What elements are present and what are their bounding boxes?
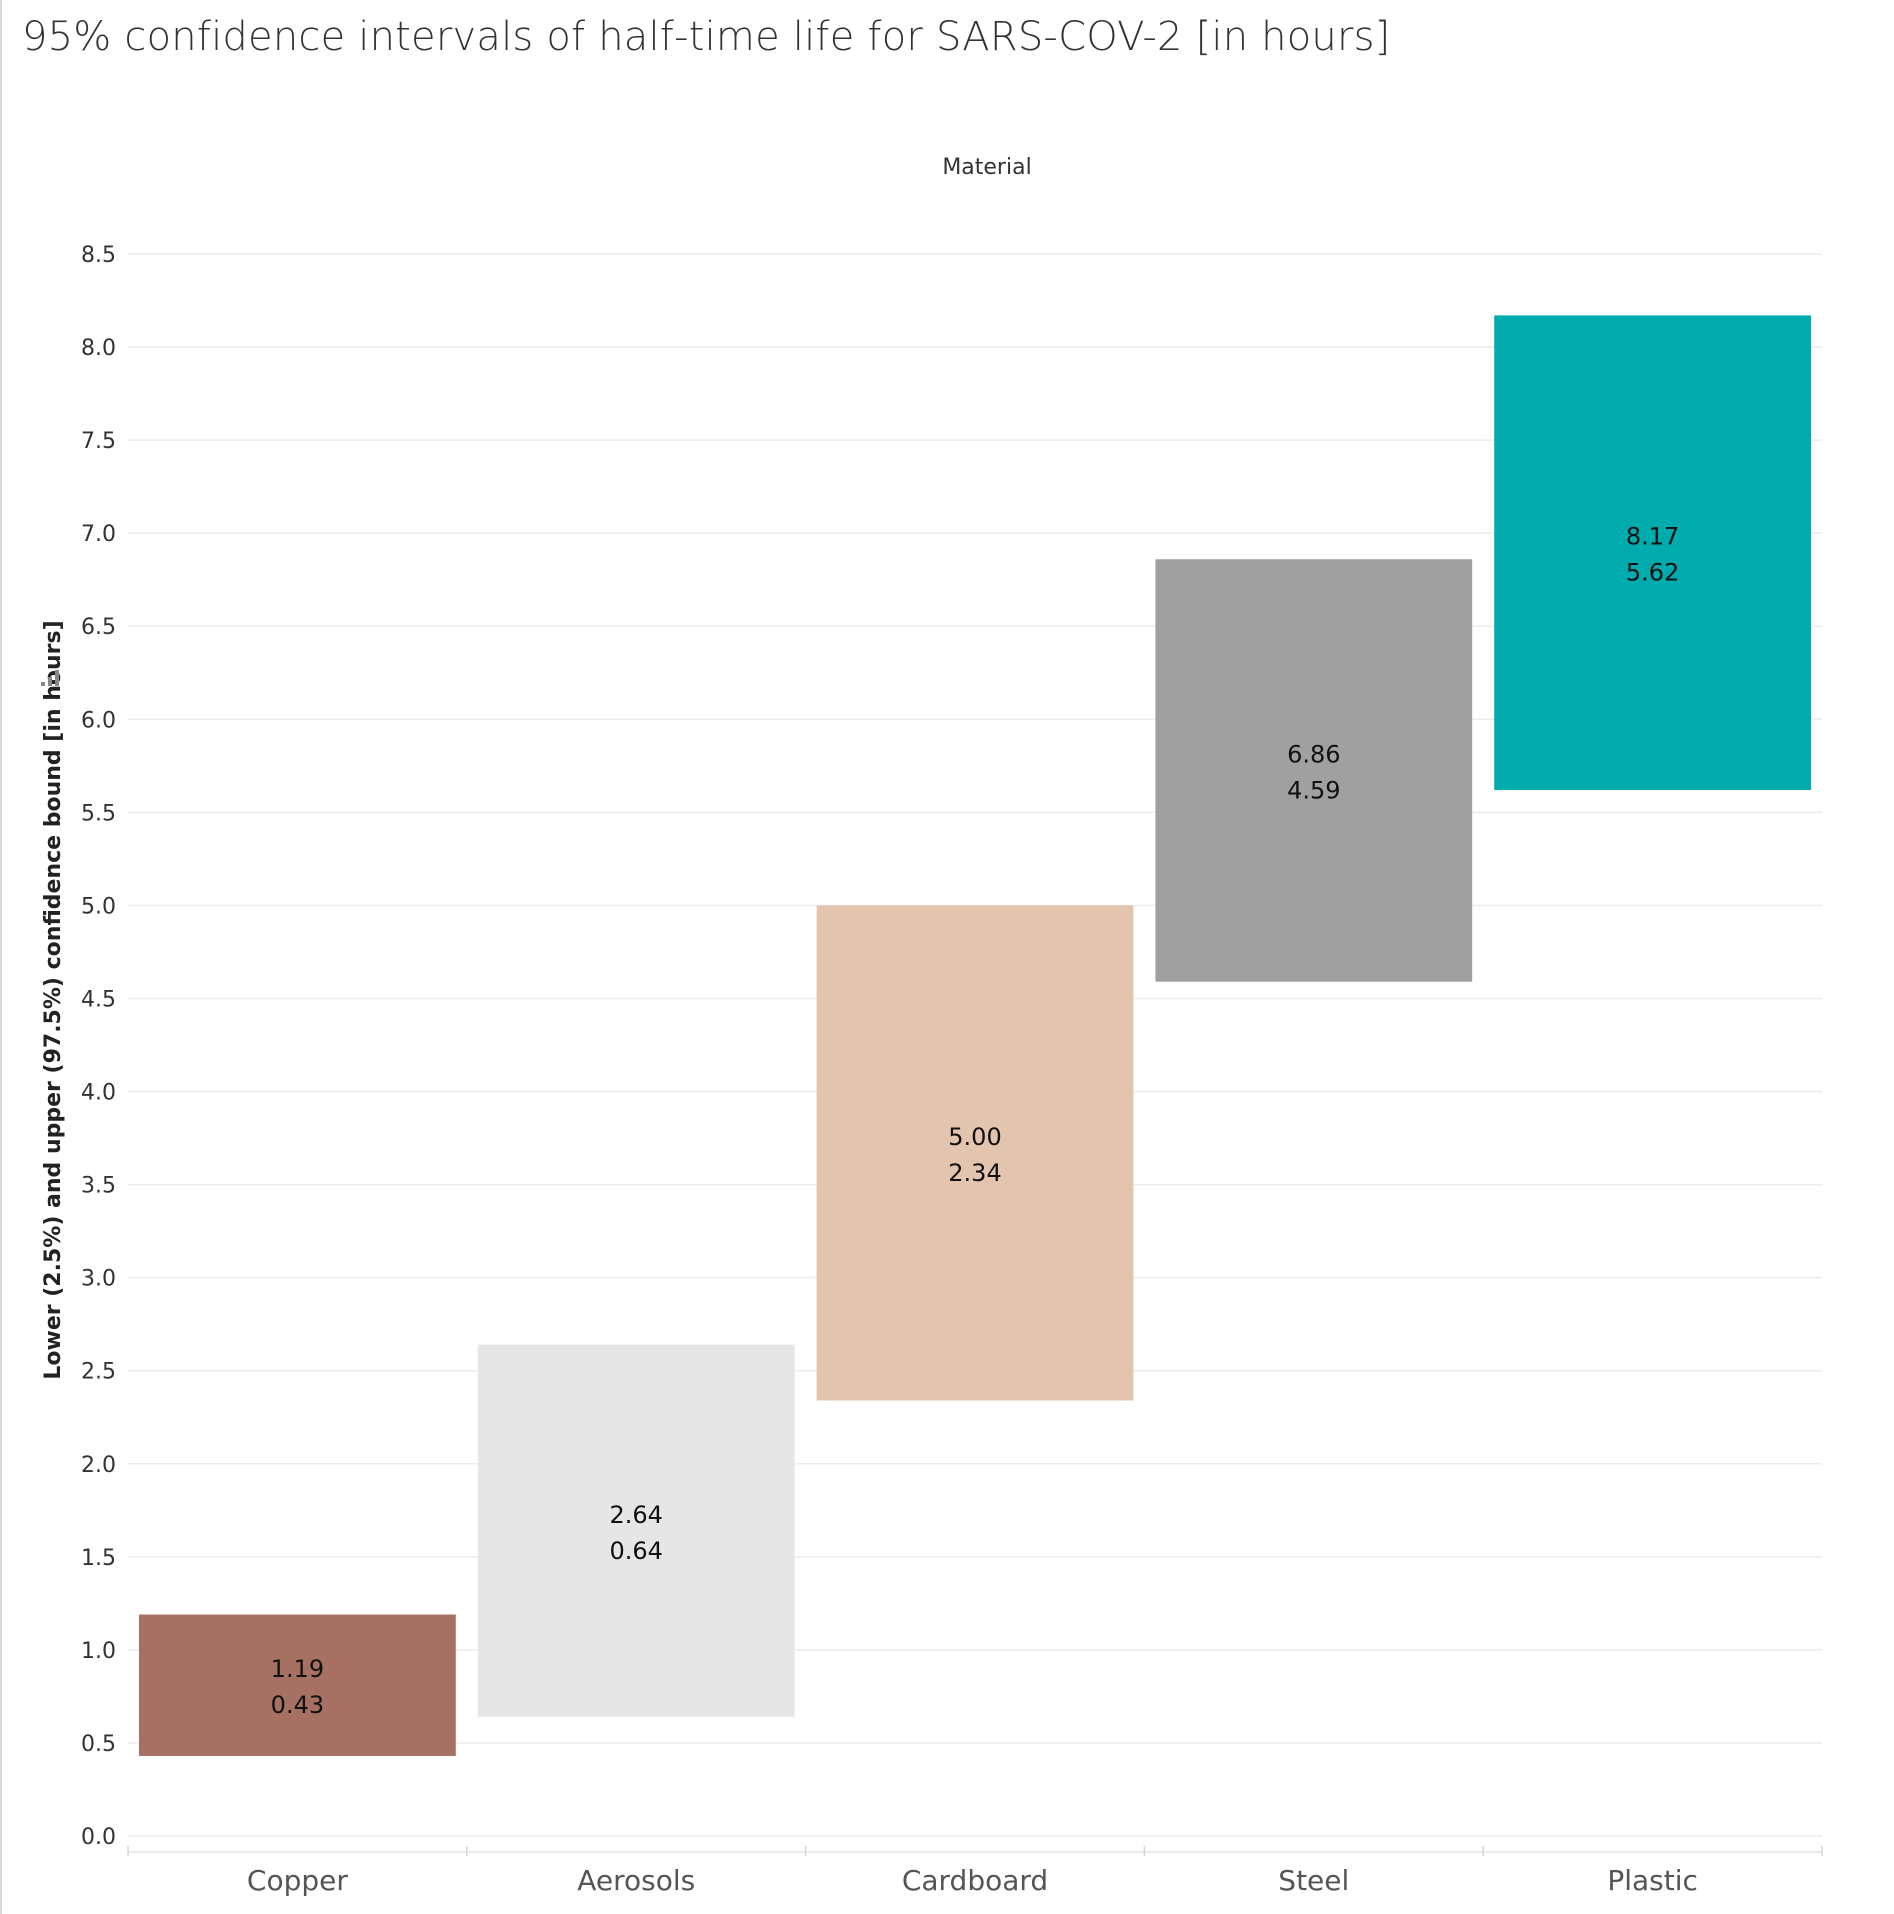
- x-category-label: Copper: [247, 1864, 348, 1897]
- bar-aerosols[interactable]: [477, 1344, 795, 1717]
- lower-value-label: 2.34: [948, 1159, 1001, 1187]
- lower-value-label: 0.64: [609, 1537, 662, 1565]
- y-tick-label: 6.5: [81, 615, 116, 640]
- y-tick-label: 1.5: [81, 1546, 116, 1571]
- bar-copper[interactable]: [139, 1614, 456, 1756]
- upper-value-label: 6.86: [1287, 740, 1340, 768]
- y-tick-label: 7.0: [81, 522, 116, 547]
- sort-icon[interactable]: [41, 670, 59, 686]
- x-category-label: Plastic: [1607, 1864, 1698, 1897]
- y-tick-label: 4.5: [81, 987, 116, 1012]
- chart-title: 95% confidence intervals of half-time li…: [22, 14, 1391, 60]
- y-tick-label: 6.0: [81, 708, 116, 733]
- y-axis-title-group: Lower (2.5%) and upper (97.5%) confidenc…: [41, 620, 66, 1380]
- y-tick-label: 4.0: [81, 1081, 116, 1106]
- x-axis-title: Material: [942, 155, 1031, 180]
- lower-value-label: 5.62: [1626, 559, 1679, 587]
- value-labels: 1.19 0.43 2.64 0.64 5.00 2.34 6.86 4.59 8.17 5.62: [271, 523, 1680, 1720]
- upper-value-label: 2.64: [609, 1501, 662, 1529]
- y-tick-label: 0.5: [81, 1732, 116, 1757]
- y-tick-label: 5.5: [81, 801, 116, 826]
- x-category-label: Steel: [1278, 1864, 1349, 1897]
- y-tick-label: 1.0: [81, 1639, 116, 1664]
- x-category-label: Cardboard: [902, 1864, 1048, 1897]
- y-tick-label: 2.0: [81, 1453, 116, 1478]
- left-frame-border: [0, 0, 2, 1914]
- bar-cardboard[interactable]: [816, 905, 1134, 1401]
- x-category-label: Aerosols: [577, 1864, 695, 1897]
- y-tick-label: 8.0: [81, 336, 116, 361]
- y-tick-label: 0.0: [81, 1825, 116, 1850]
- lower-value-label: 4.59: [1287, 776, 1340, 804]
- x-axis: Copper Aerosols Cardboard Steel Plastic: [127, 1846, 1823, 1897]
- y-tick-label: 5.0: [81, 894, 116, 919]
- bar-steel[interactable]: [1155, 559, 1473, 982]
- y-tick-label: 2.5: [81, 1360, 116, 1385]
- upper-value-label: 5.00: [948, 1123, 1001, 1151]
- y-tick-label: 3.5: [81, 1174, 116, 1199]
- bars: [139, 315, 1811, 1756]
- lower-value-label: 0.43: [271, 1691, 324, 1719]
- upper-value-label: 8.17: [1626, 523, 1679, 551]
- bar-plastic[interactable]: [1494, 315, 1811, 791]
- upper-value-label: 1.19: [271, 1655, 324, 1683]
- y-axis-title: Lower (2.5%) and upper (97.5%) confidenc…: [41, 620, 66, 1379]
- y-tick-label: 8.5: [81, 243, 116, 268]
- y-tick-label: 3.0: [81, 1267, 116, 1292]
- y-tick-label: 7.5: [81, 429, 116, 454]
- y-axis-ticks: 0.0 0.5 1.0 1.5 2.0 2.5 3.0 3.5 4.0 4.5 5.0 5.5 6.0 6…: [81, 243, 116, 1850]
